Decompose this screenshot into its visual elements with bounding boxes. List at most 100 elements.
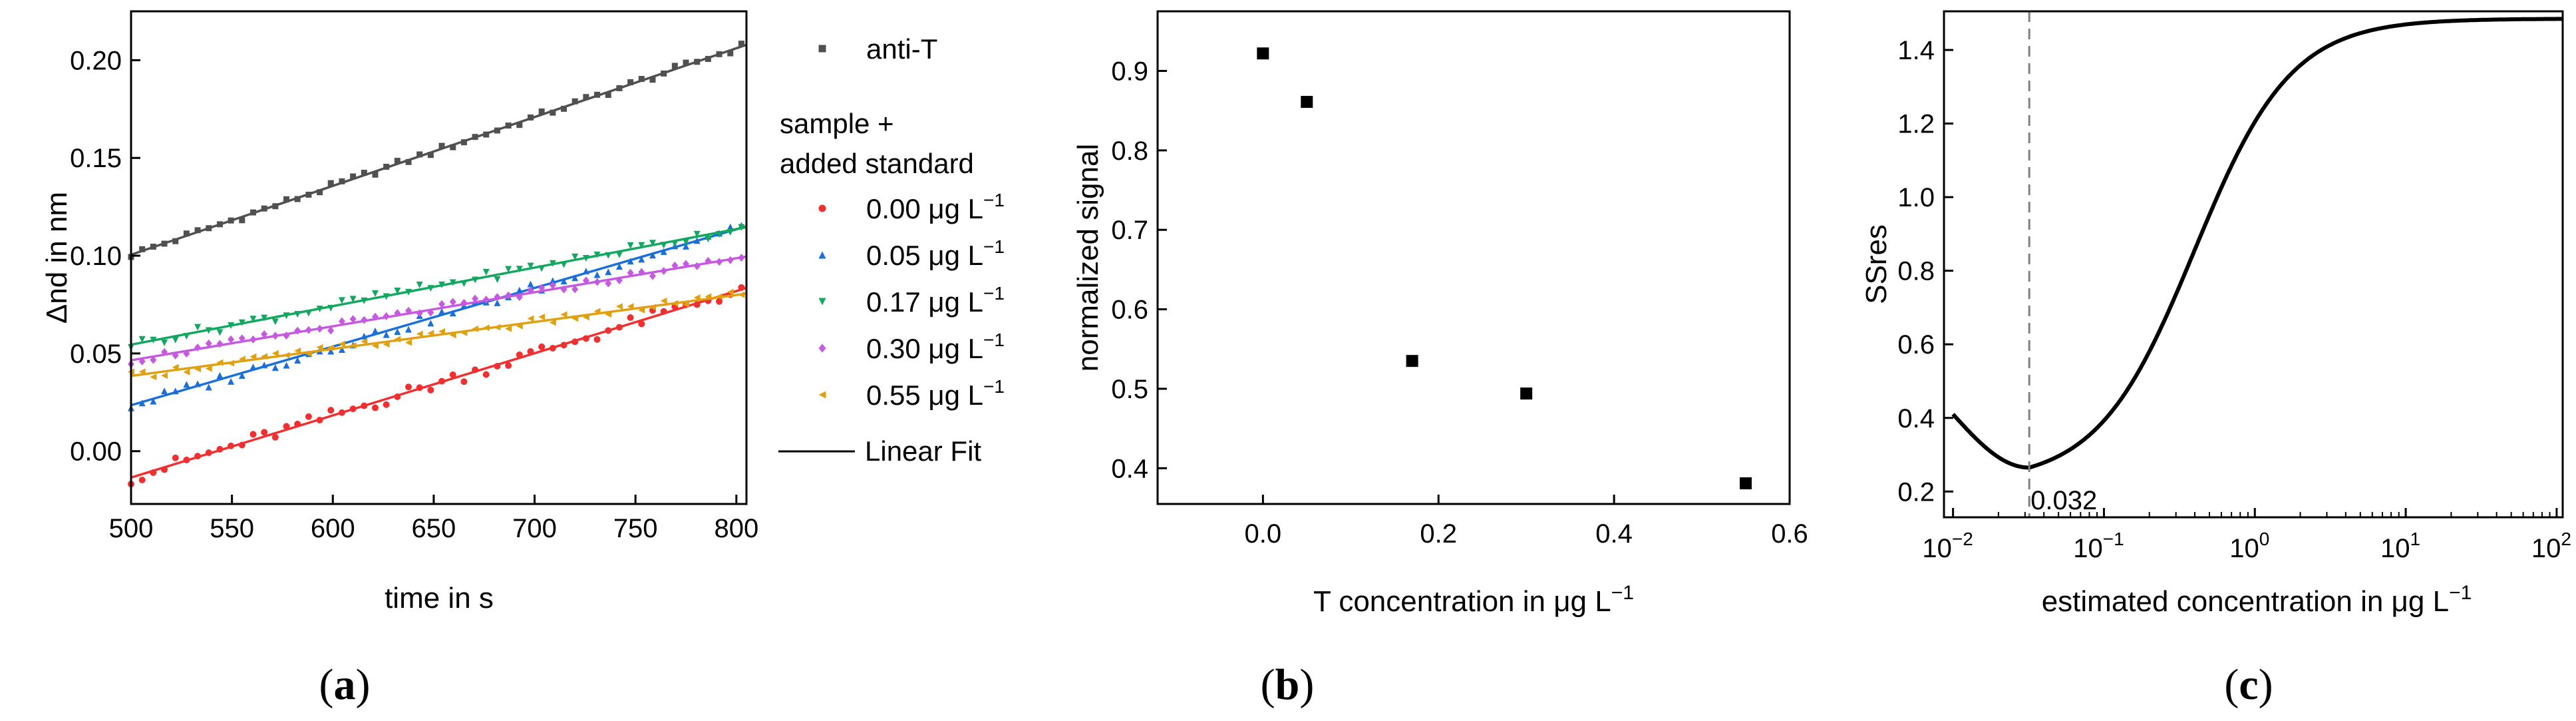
panel-a-x-label: time in s <box>385 582 494 614</box>
data-point <box>427 152 434 158</box>
data-point <box>438 308 446 315</box>
data-point <box>683 242 690 250</box>
x-tick-label: 0.6 <box>1771 519 1808 549</box>
data-point <box>1520 387 1533 400</box>
legend-item-anti-t: anti-T <box>866 33 937 65</box>
data-point <box>460 378 468 385</box>
y-tick-label: 1.0 <box>1897 183 1935 212</box>
data-point <box>249 431 257 438</box>
y-tick-label: 0.6 <box>1111 296 1148 325</box>
x-tick-label: 750 <box>613 514 658 543</box>
panel-b-frame <box>1156 10 1791 505</box>
data-point <box>405 339 412 346</box>
data-point <box>449 310 456 317</box>
data-point <box>228 335 235 344</box>
panel-a-y-label: Δnd in nm <box>41 192 73 324</box>
data-point <box>627 79 634 86</box>
data-point <box>261 330 268 338</box>
panel-b-caption-letter: b <box>1275 660 1300 709</box>
data-point <box>349 315 357 324</box>
data-point <box>183 381 190 388</box>
data-point <box>405 158 412 165</box>
panel-b-y-label: normalized signal <box>1072 144 1104 371</box>
data-point <box>472 294 479 303</box>
data-point <box>139 246 146 252</box>
data-point <box>339 178 345 184</box>
data-point <box>671 63 678 69</box>
y-tick-label: 1.4 <box>1897 36 1935 65</box>
y-tick-label: 0.4 <box>1111 454 1148 483</box>
data-point <box>394 288 401 295</box>
panel-a-legend: anti-T sample + added standard 0.00 μg L… <box>778 33 1005 467</box>
data-point <box>371 290 379 297</box>
data-point <box>615 263 623 270</box>
y-tick-label: 0.20 <box>70 46 122 75</box>
data-point <box>649 272 656 280</box>
y-tick-label: 0.4 <box>1897 404 1935 433</box>
panel-a: 500 550 600 650 700 750 800 0.00 0.05 0.10 0.15 0.2… <box>41 10 1005 709</box>
panel-b-plot-area <box>1257 47 1752 489</box>
data-point <box>216 329 224 336</box>
data-point <box>327 407 335 414</box>
data-point <box>649 77 656 83</box>
linear-fit-line <box>130 286 747 479</box>
data-point <box>683 238 690 246</box>
legend-item-0-55: 0.55 μg L−1 <box>866 376 1005 411</box>
data-point <box>361 338 368 345</box>
data-point <box>172 454 179 461</box>
data-point <box>727 50 734 57</box>
data-point <box>271 433 279 441</box>
data-point <box>705 236 712 243</box>
x-tick-label: 650 <box>412 514 456 543</box>
data-point <box>283 196 290 202</box>
panel-c: 0.032 10−2 10−1 100 101 1020.20.40.60.81.01.… <box>1860 10 2571 709</box>
data-point <box>205 383 212 391</box>
data-point <box>427 386 434 393</box>
data-point <box>338 297 345 304</box>
data-point <box>372 171 379 178</box>
y-tick-label: 0.00 <box>70 437 122 467</box>
data-point <box>538 343 546 350</box>
panel-b: 0.0 0.2 0.4 0.6 0.4 0.5 0.6 0.7 0.8 0.9 T concent… <box>1072 10 1808 709</box>
x-tick-label: 10−2 <box>1922 529 1973 563</box>
data-point <box>416 330 423 338</box>
data-point <box>327 180 334 186</box>
data-point <box>516 122 523 128</box>
data-point <box>605 279 612 288</box>
data-point <box>405 383 412 391</box>
data-point <box>638 76 645 83</box>
x-tick-label: 10−1 <box>2073 529 2124 563</box>
x-tick-exponent: 0 <box>2259 529 2270 549</box>
panel-c-y-label: SSres <box>1860 224 1893 304</box>
data-point <box>449 371 456 378</box>
data-point <box>405 326 412 333</box>
data-point <box>538 313 546 320</box>
data-point <box>316 344 323 351</box>
data-point <box>482 371 490 378</box>
data-point <box>283 361 290 369</box>
data-point <box>271 364 279 371</box>
data-point <box>593 271 601 278</box>
data-point <box>549 319 556 326</box>
y-tick-label: 0.10 <box>70 242 122 271</box>
x-tick-exponent: 1 <box>2410 529 2421 549</box>
data-point <box>571 253 579 260</box>
data-point <box>593 336 601 343</box>
data-point <box>327 348 335 355</box>
x-tick-exponent: −1 <box>2103 529 2124 549</box>
x-tick-label: 500 <box>109 514 154 543</box>
legend-heading-line-1: sample + <box>780 108 894 139</box>
data-point <box>338 340 345 348</box>
x-tick-label: 550 <box>210 514 254 543</box>
data-point <box>150 397 157 405</box>
x-tick-label: 100 <box>2229 529 2269 563</box>
data-point <box>726 288 734 296</box>
data-point <box>194 324 202 331</box>
panel-a-plot-area <box>128 41 747 488</box>
data-point <box>172 238 179 244</box>
data-point <box>494 299 501 306</box>
data-point <box>527 280 534 288</box>
data-point <box>615 303 623 310</box>
legend-item-0-17: 0.17 μg L−1 <box>866 283 1005 318</box>
